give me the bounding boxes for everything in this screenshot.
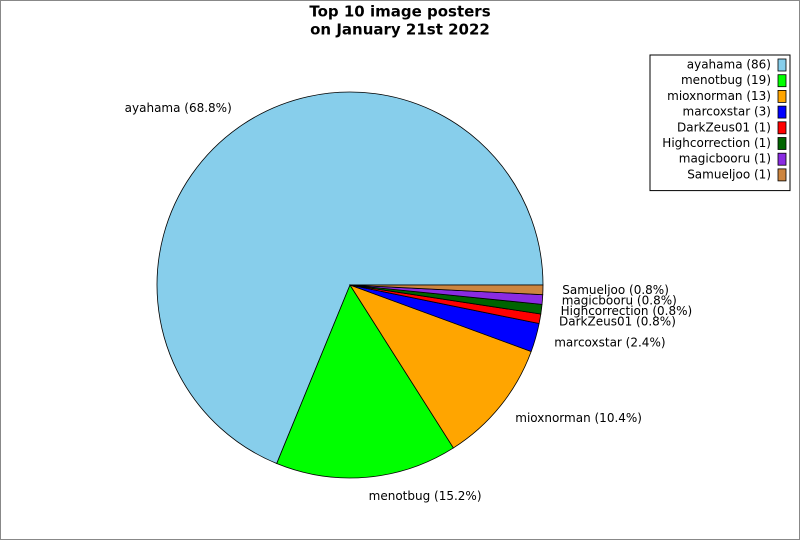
slice-label: menotbug (15.2%) xyxy=(369,489,482,503)
legend-label: menotbug (19) xyxy=(681,73,771,87)
slice-label: magicbooru (0.8%) xyxy=(562,293,677,307)
slice-label: DarkZeus01 (0.8%) xyxy=(559,315,676,329)
chart-title: Top 10 image posters xyxy=(309,3,490,21)
slice-label: marcoxstar (2.4%) xyxy=(554,335,665,349)
legend-label: mioxnorman (13) xyxy=(667,89,771,103)
slice-label: ayahama (68.8%) xyxy=(125,101,232,115)
pie-slice xyxy=(349,284,544,296)
legend-swatch xyxy=(777,58,787,72)
legend-swatch xyxy=(777,152,787,166)
pie-slice xyxy=(349,284,532,449)
slice-label: mioxnorman (10.4%) xyxy=(515,411,642,425)
legend-swatch xyxy=(777,90,787,103)
chart-title: on January 21st 2022 xyxy=(310,21,490,39)
legend-label: ayahama (86) xyxy=(687,58,771,72)
legend-swatch xyxy=(777,74,787,88)
legend-label: Samueljoo (1) xyxy=(687,167,771,181)
legend-swatch xyxy=(777,137,787,150)
pie-slice xyxy=(156,91,544,465)
slice-label: Highcorrection (0.8%) xyxy=(561,304,693,318)
legend-label: magicbooru (1) xyxy=(679,152,771,166)
legend-label: Highcorrection (1) xyxy=(662,136,771,150)
slice-label: Samueljoo (0.8%) xyxy=(562,283,669,297)
legend-label: DarkZeus01 (1) xyxy=(677,120,771,134)
legend-label: marcoxstar (3) xyxy=(683,105,771,119)
legend-swatch xyxy=(777,168,787,182)
pie-slice xyxy=(276,284,454,479)
legend-swatch xyxy=(777,105,787,119)
legend-swatch xyxy=(777,121,787,135)
legend-box xyxy=(649,54,791,192)
